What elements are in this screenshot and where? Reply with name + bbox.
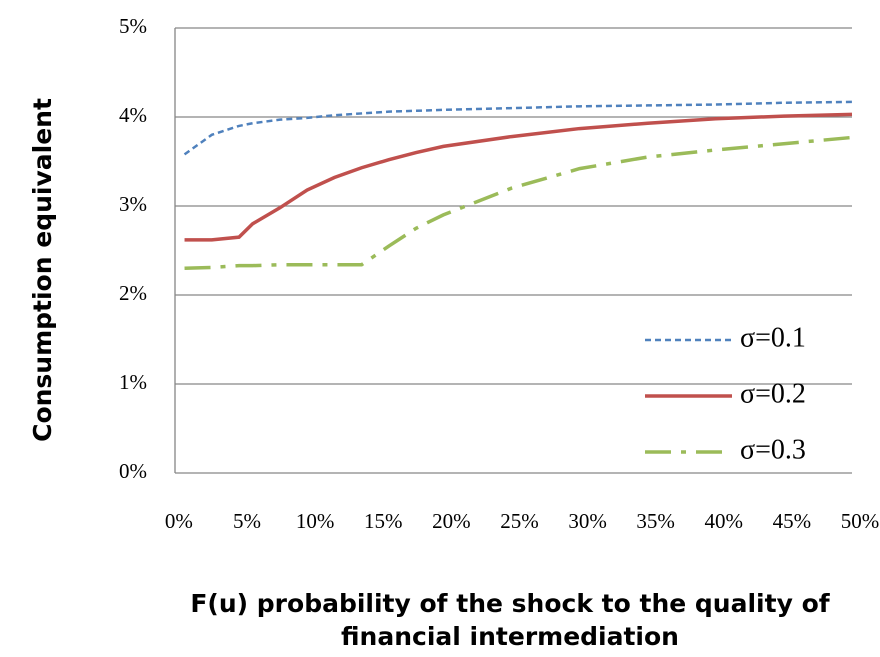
x-tick-label: 30%	[568, 509, 607, 533]
x-tick-label: 20%	[432, 509, 471, 533]
y-tick-label: 2%	[119, 281, 147, 305]
legend-label: σ=0.1	[740, 322, 806, 353]
x-tick-label: 35%	[636, 509, 675, 533]
y-tick-label: 1%	[119, 370, 147, 394]
x-axis-label: F(u) probability of the shock to the qua…	[190, 589, 830, 618]
x-tick-label: 5%	[233, 509, 261, 533]
y-tick-label: 4%	[119, 103, 147, 127]
y-tick-label: 0%	[119, 459, 147, 483]
x-tick-label: 40%	[705, 509, 744, 533]
legend-label: σ=0.2	[740, 378, 806, 409]
y-axis-label: Consumption equivalent	[28, 98, 57, 442]
x-axis-label: financial intermediation	[341, 622, 679, 651]
x-tick-label: 15%	[364, 509, 403, 533]
line-series	[183, 100, 853, 156]
x-tick-label: 10%	[296, 509, 335, 533]
x-tick-label: 50%	[841, 509, 880, 533]
line-series	[184, 112, 853, 242]
y-tick-label: 5%	[119, 14, 147, 38]
legend-label: σ=0.3	[740, 434, 806, 465]
x-tick-label: 0%	[165, 509, 193, 533]
y-tick-label: 3%	[119, 192, 147, 216]
x-tick-label: 45%	[773, 509, 812, 533]
x-tick-label: 25%	[500, 509, 539, 533]
line-series	[184, 135, 853, 271]
